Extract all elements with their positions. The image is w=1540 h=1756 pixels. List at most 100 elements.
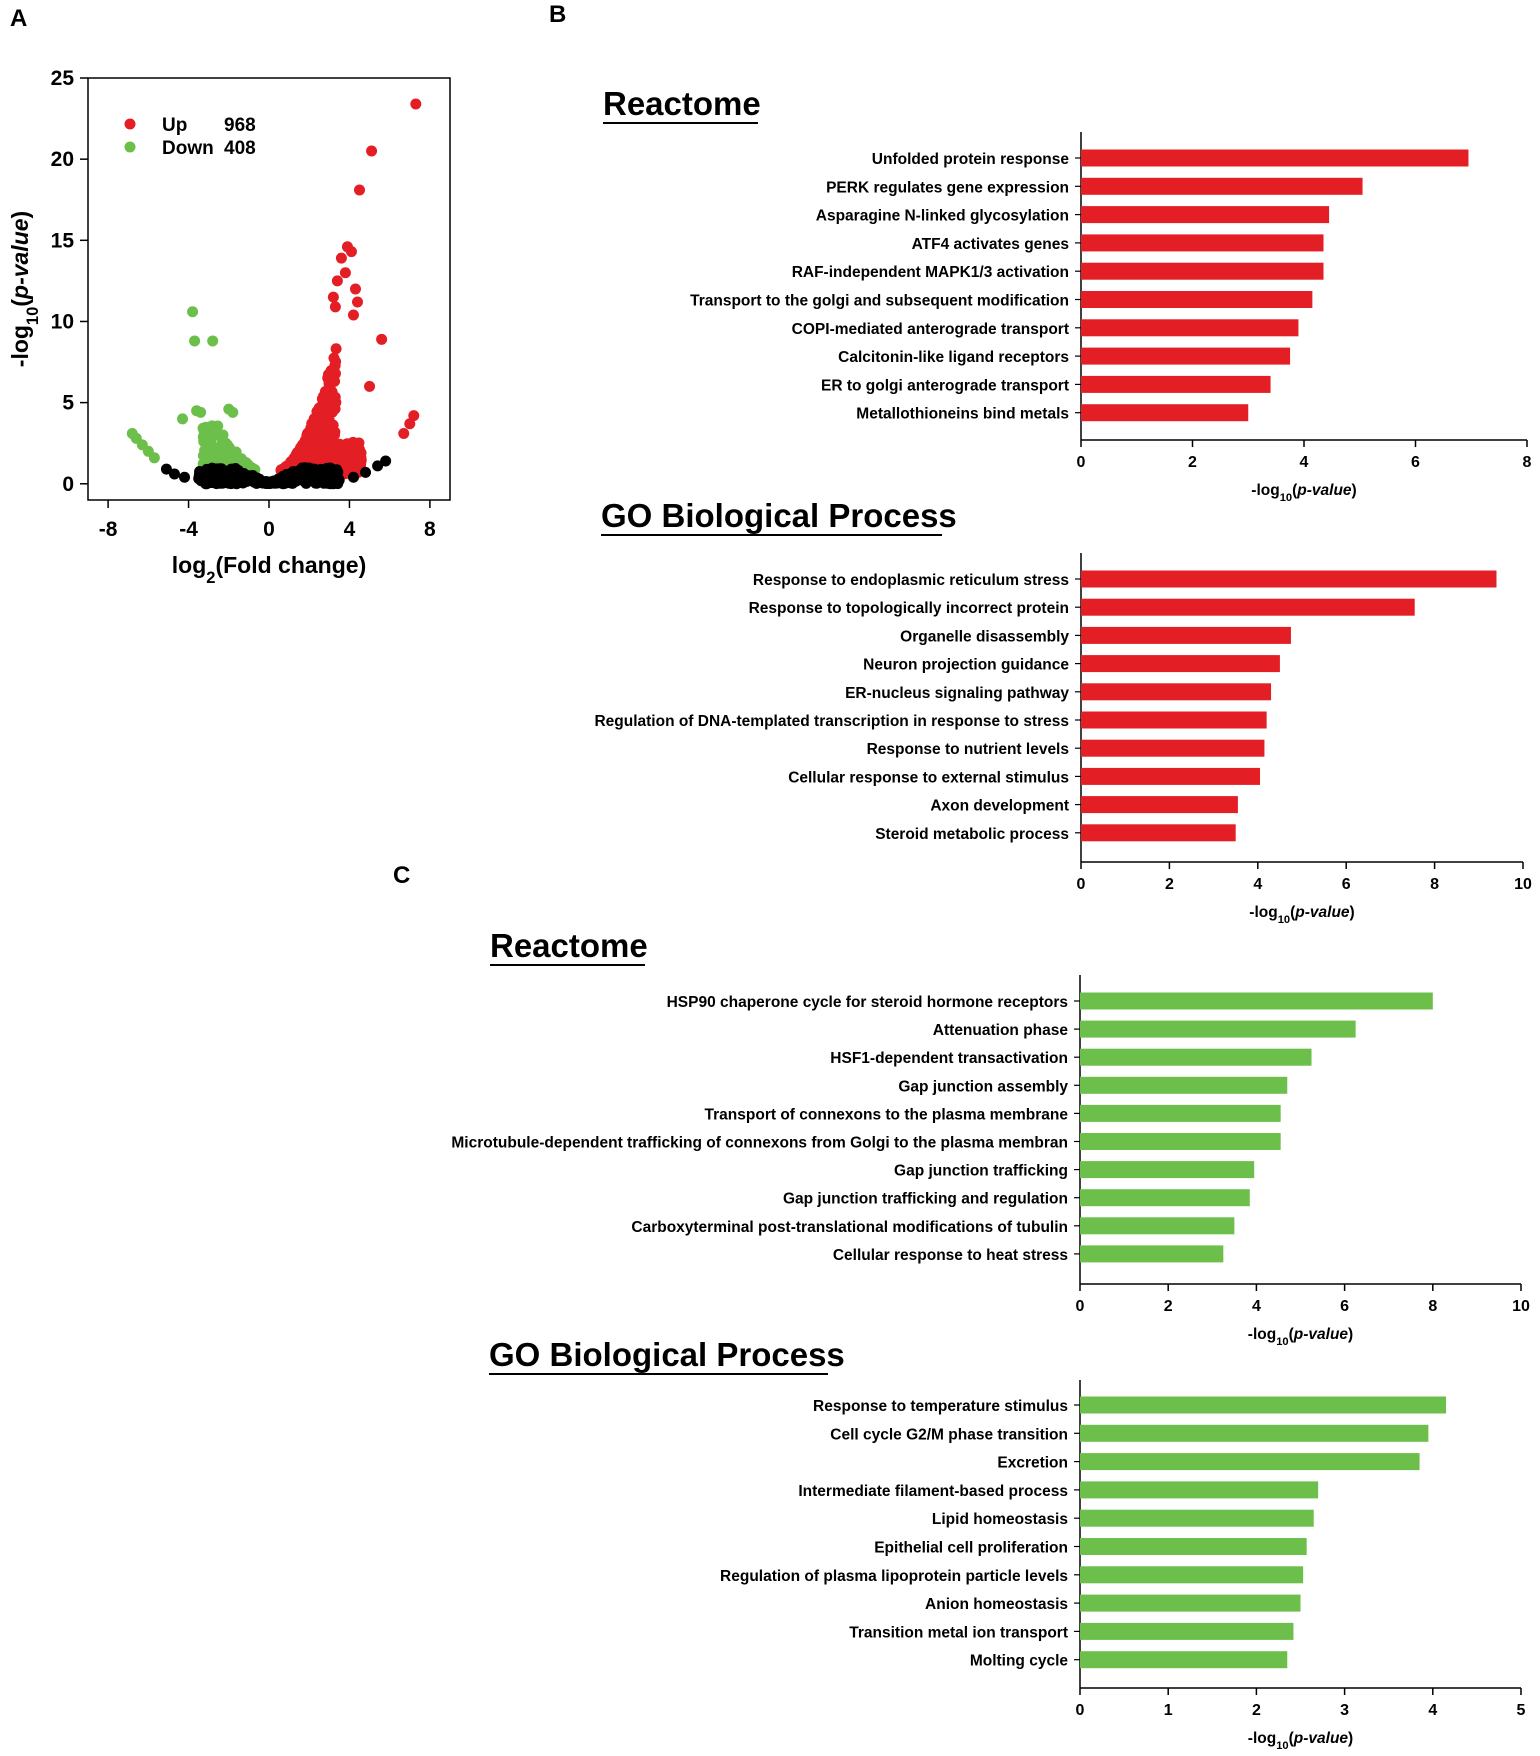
b-reactome-chart: Reactome 0 2 4 6 8 -log10(p-value) Unfolded pro…	[603, 85, 1532, 504]
up-point	[346, 442, 358, 454]
volcano-y-tick-label: 5	[62, 392, 74, 415]
b-go-bar	[1081, 824, 1236, 842]
up-point	[339, 267, 351, 279]
c-reactome-bar	[1080, 1217, 1235, 1235]
b-go-x-tick-label: 6	[1342, 876, 1351, 893]
c-go-x-tick-label: 4	[1428, 1702, 1437, 1719]
ns-point	[327, 478, 339, 490]
up-point	[345, 246, 357, 258]
b-reactome-bar	[1081, 375, 1271, 393]
up-point	[317, 427, 329, 439]
down-point	[189, 335, 201, 347]
c-reactome-category-label: HSP90 chaperone cycle for steroid hormon…	[667, 994, 1068, 1011]
c-reactome-x-tick-label: 2	[1164, 1298, 1173, 1315]
up-point	[366, 145, 378, 157]
up-point	[410, 98, 422, 110]
b-reactome-bar	[1081, 319, 1299, 337]
ns-point	[301, 470, 313, 482]
ns-point	[179, 471, 191, 483]
b-go-x-tick-label: 2	[1165, 876, 1174, 893]
up-point	[323, 377, 335, 389]
up-point	[330, 343, 342, 355]
ns-point	[254, 474, 266, 486]
c-reactome-category-label: Cellular response to heat stress	[833, 1247, 1068, 1264]
c-reactome-x-axis-label-part: (	[1289, 1326, 1295, 1343]
b-go-bar	[1081, 739, 1265, 757]
down-point	[223, 442, 235, 454]
c-reactome-x-tick-label: 10	[1512, 1298, 1530, 1315]
b-go-x-tick-label: 8	[1430, 876, 1439, 893]
c-go-bar	[1080, 1594, 1301, 1612]
c-reactome-category-label: HSF1-dependent transactivation	[830, 1050, 1068, 1067]
b-go-x-axis-label: -log10(p-value)	[1249, 904, 1354, 926]
volcano-x-tick-label: 0	[263, 518, 275, 541]
c-reactome-category-label: Gap junction trafficking and regulation	[783, 1191, 1068, 1208]
volcano-y-axis-label-part: p-value	[7, 218, 33, 300]
c-reactome-title: Reactome	[490, 927, 648, 964]
volcano-y-axis-label-part: -log	[7, 325, 33, 367]
up-point	[349, 283, 361, 295]
up-point	[398, 427, 410, 439]
up-point	[320, 396, 332, 408]
volcano-y-axis-label-part: (	[7, 299, 33, 307]
b-reactome-bar	[1081, 291, 1313, 308]
down-point	[195, 406, 207, 418]
down-point	[207, 440, 219, 452]
volcano-y-axis-label-part: )	[7, 211, 33, 219]
c-go-x-axis-label-part: (	[1289, 1730, 1295, 1747]
up-point	[327, 426, 339, 438]
b-go-category-label: Response to nutrient levels	[867, 741, 1069, 758]
up-point	[329, 360, 341, 372]
c-go-category-label: Molting cycle	[970, 1653, 1069, 1670]
b-go-category-label: Cellular response to external stimulus	[788, 769, 1069, 786]
ns-point	[347, 471, 359, 483]
b-reactome-bar	[1081, 404, 1249, 422]
c-go-bar	[1080, 1566, 1304, 1584]
volcano-x-tick-label: 4	[344, 518, 356, 541]
volcano-x-axis-label-part: log	[172, 552, 207, 578]
up-point	[335, 252, 347, 264]
c-reactome-category-label: Microtubule-dependent trafficking of con…	[451, 1135, 1068, 1152]
up-point	[307, 417, 319, 429]
volcano-point-cloud	[193, 343, 367, 490]
b-go-category-label: Response to topologically incorrect prot…	[749, 600, 1069, 617]
c-go-category-label: Regulation of plasma lipoprotein particl…	[720, 1568, 1068, 1585]
up-point	[347, 309, 359, 321]
c-go-category-label: Anion homeostasis	[925, 1596, 1068, 1613]
up-point	[354, 184, 365, 196]
b-reactome-category-label: Metallothioneins bind metals	[856, 406, 1069, 423]
b-reactome-bar	[1081, 262, 1324, 280]
c-go-bar	[1080, 1453, 1420, 1471]
c-reactome-bar	[1080, 1048, 1312, 1066]
b-reactome-x-tick-label: 4	[1300, 454, 1309, 471]
down-point	[207, 335, 219, 347]
down-point	[217, 429, 229, 441]
legend-count-up: 968	[224, 115, 256, 136]
c-reactome-x-axis-label-part: p-value	[1293, 1326, 1349, 1343]
volcano-y-tick-label: 20	[51, 148, 74, 171]
c-reactome-x-axis-label-part: 10	[1276, 1336, 1288, 1348]
b-go-bar	[1081, 711, 1267, 729]
c-reactome-bar	[1080, 1020, 1356, 1038]
ns-point	[212, 472, 224, 484]
c-reactome-category-label: Transport of connexons to the plasma mem…	[705, 1106, 1069, 1123]
c-reactome-x-tick-label: 8	[1428, 1298, 1437, 1315]
volcano-y-tick-label: 0	[62, 473, 74, 496]
b-go-x-tick-label: 0	[1077, 876, 1086, 893]
c-go-x-axis-label-part: 10	[1276, 1740, 1288, 1752]
ns-point	[230, 475, 242, 487]
volcano-x-axis-label: log2(Fold change)	[172, 552, 366, 587]
b-go-category-label: Organelle disassembly	[900, 628, 1069, 645]
c-reactome-bar	[1080, 1189, 1250, 1207]
up-point	[329, 301, 341, 313]
c-reactome-x-tick-label: 6	[1340, 1298, 1349, 1315]
b-reactome-category-label: Unfolded protein response	[872, 151, 1070, 168]
volcano-x-tick-label: -8	[99, 518, 118, 541]
b-reactome-bar	[1081, 206, 1330, 224]
c-reactome-category-label: Carboxyterminal post-translational modif…	[631, 1219, 1068, 1236]
b-go-bar	[1081, 655, 1280, 673]
c-go-bar	[1080, 1481, 1319, 1499]
volcano-y-axis-label: -log10(p-value)	[7, 211, 42, 367]
ns-point	[316, 467, 328, 479]
